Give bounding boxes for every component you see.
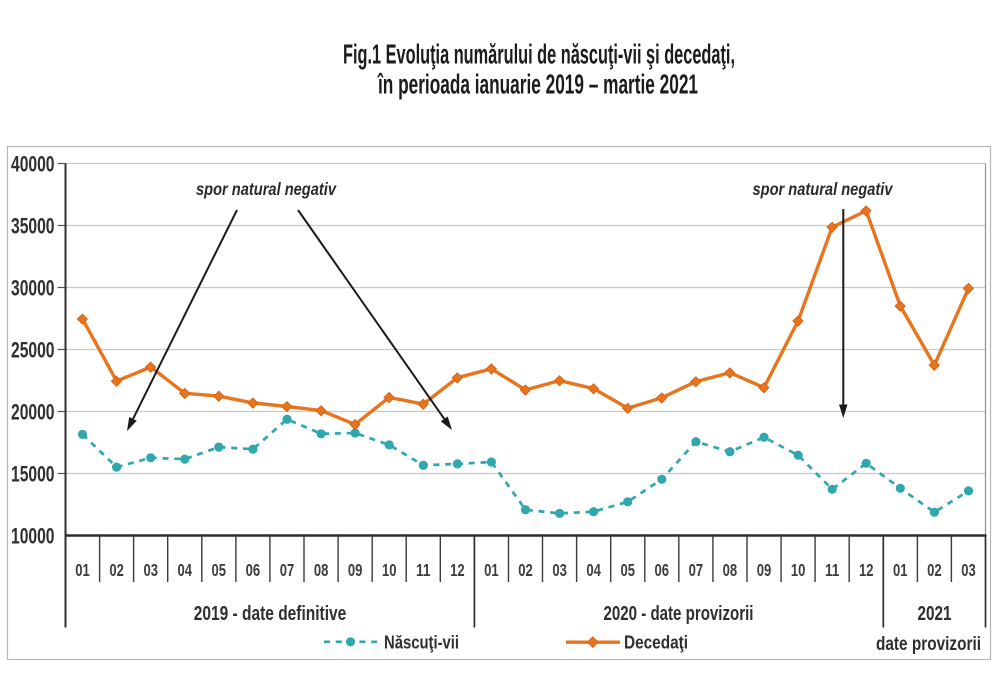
svg-text:11: 11 xyxy=(825,560,840,580)
svg-text:03: 03 xyxy=(961,560,976,580)
svg-text:30000: 30000 xyxy=(11,275,55,300)
svg-text:06: 06 xyxy=(655,560,670,580)
svg-text:10: 10 xyxy=(791,560,806,580)
svg-text:02: 02 xyxy=(109,560,124,580)
svg-text:10000: 10000 xyxy=(11,523,55,548)
svg-text:05: 05 xyxy=(212,560,227,580)
svg-text:08: 08 xyxy=(723,560,738,580)
svg-text:25000: 25000 xyxy=(11,337,55,362)
svg-text:2020 - date provizorii: 2020 - date provizorii xyxy=(604,603,754,625)
svg-text:12: 12 xyxy=(859,560,874,580)
svg-text:2021: 2021 xyxy=(918,603,952,625)
svg-text:spor natural negativ: spor natural negativ xyxy=(753,179,894,199)
svg-text:35000: 35000 xyxy=(11,213,55,238)
svg-text:07: 07 xyxy=(689,560,704,580)
svg-text:Fig.1 Evoluţia numărului de nă: Fig.1 Evoluţia numărului de născuţi-vii … xyxy=(343,39,735,70)
svg-text:în perioada ianuarie 2019 – m: în perioada ianuarie 2019 – martie 2021 xyxy=(377,69,698,100)
svg-text:01: 01 xyxy=(893,560,908,580)
svg-text:40000: 40000 xyxy=(11,151,55,176)
svg-text:06: 06 xyxy=(246,560,261,580)
svg-text:spor natural negativ: spor natural negativ xyxy=(196,179,337,199)
svg-text:01: 01 xyxy=(484,560,499,580)
svg-text:03: 03 xyxy=(143,560,158,580)
svg-text:04: 04 xyxy=(586,560,601,580)
svg-text:01: 01 xyxy=(75,560,90,580)
svg-text:2019 - date definitive: 2019 - date definitive xyxy=(194,603,347,625)
svg-text:12: 12 xyxy=(450,560,465,580)
svg-text:04: 04 xyxy=(178,560,193,580)
svg-text:09: 09 xyxy=(348,560,363,580)
svg-text:05: 05 xyxy=(620,560,635,580)
svg-text:08: 08 xyxy=(314,560,329,580)
svg-text:10: 10 xyxy=(382,560,397,580)
svg-text:02: 02 xyxy=(927,560,942,580)
svg-text:02: 02 xyxy=(518,560,533,580)
svg-text:09: 09 xyxy=(757,560,772,580)
svg-text:20000: 20000 xyxy=(11,399,55,424)
svg-text:11: 11 xyxy=(416,560,431,580)
svg-text:Decedaţi: Decedaţi xyxy=(624,633,688,653)
svg-text:07: 07 xyxy=(280,560,295,580)
svg-text:date provizorii: date provizorii xyxy=(876,634,981,655)
svg-text:Născuţi-vii: Născuţi-vii xyxy=(384,632,459,652)
svg-text:15000: 15000 xyxy=(11,461,55,486)
svg-text:03: 03 xyxy=(552,560,567,580)
